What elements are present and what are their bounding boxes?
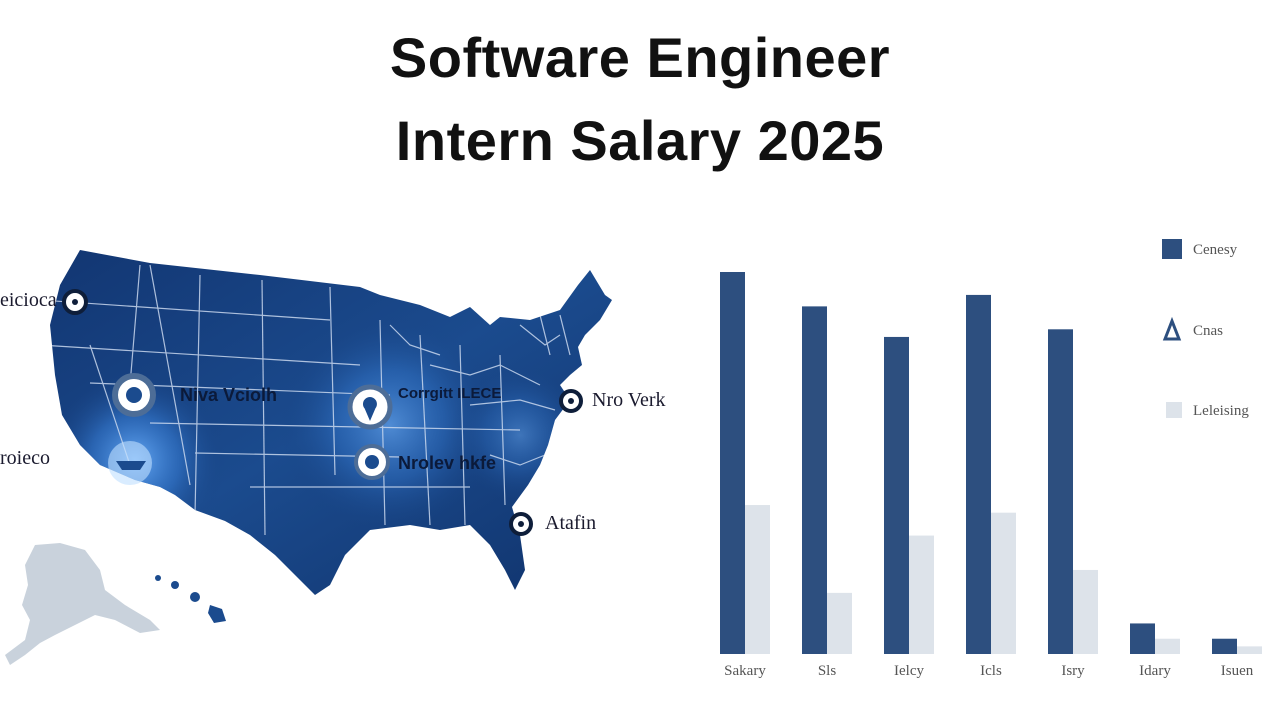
bar-secondary: [909, 535, 934, 654]
chart-title-line-1: Software Engineer: [389, 26, 891, 89]
bar-primary: [1212, 638, 1237, 654]
x-tick-label: Isuen: [1221, 663, 1254, 679]
city-label: roieco: [0, 447, 50, 469]
hawaii-island: [155, 575, 161, 581]
bar-primary: [1130, 623, 1155, 654]
hawaii-island: [190, 592, 200, 602]
hawaii-island: [171, 581, 179, 589]
legend-swatch: [1162, 316, 1182, 341]
legend-label: Cnas: [1193, 323, 1223, 339]
bar-secondary: [1237, 646, 1262, 654]
legend-label: Leleising: [1193, 403, 1249, 419]
city-label: eicioca: [0, 289, 57, 311]
x-tick-labels: Sakary Sls Ielcy Icls Isry Idary Isuen: [724, 663, 1254, 679]
chart-legend: Cenesy Cnas Leleising: [1162, 239, 1249, 419]
bar-primary: [884, 336, 909, 654]
hawaii-island: [208, 605, 226, 623]
x-tick-label: Sakary: [724, 663, 766, 679]
alaska-shape: [5, 543, 160, 665]
x-tick-label: Isry: [1061, 663, 1085, 679]
bar-secondary: [745, 505, 770, 654]
city-label: Nro Verk: [592, 389, 666, 411]
city-label: Niva Vciolh: [180, 385, 278, 405]
x-tick-label: Ielcy: [894, 663, 924, 679]
bar-primary: [802, 306, 827, 654]
salary-bar-chart: Sakary Sls Ielcy Icls Isry Idary Isuen Cenesy C…: [700, 230, 1280, 690]
legend-swatch: [1166, 402, 1182, 418]
bar-primary: [966, 294, 991, 654]
bar-series-group: [720, 272, 1262, 654]
bar-secondary: [1073, 569, 1098, 654]
bar-secondary: [1155, 638, 1180, 654]
chart-title-line-2: Intern Salary 2025: [395, 109, 885, 172]
city-label: Corrgitt ILECE: [398, 385, 502, 402]
x-tick-label: Icls: [980, 663, 1002, 679]
bar-chart-plot: Sakary Sls Ielcy Icls Isry Idary Isuen CenesyC…: [720, 239, 1262, 679]
us-map-graphic: [5, 250, 612, 665]
city-label: Atafin: [545, 512, 597, 534]
bar-primary: [1048, 329, 1073, 654]
map-markers: [62, 289, 583, 536]
x-tick-label: Idary: [1139, 663, 1171, 679]
location-marker[interactable]: [116, 461, 146, 470]
legend-swatch: [1162, 239, 1182, 259]
city-label: Nrolev hkfe: [398, 453, 497, 473]
bar-secondary: [991, 512, 1016, 654]
us-map: eicioca Niva Vciolh Corrgitt ILECE Nro V…: [0, 225, 700, 685]
bar-primary: [720, 272, 745, 654]
bar-secondary: [827, 592, 852, 654]
legend-label: Cenesy: [1193, 242, 1238, 258]
x-tick-label: Sls: [818, 663, 837, 679]
